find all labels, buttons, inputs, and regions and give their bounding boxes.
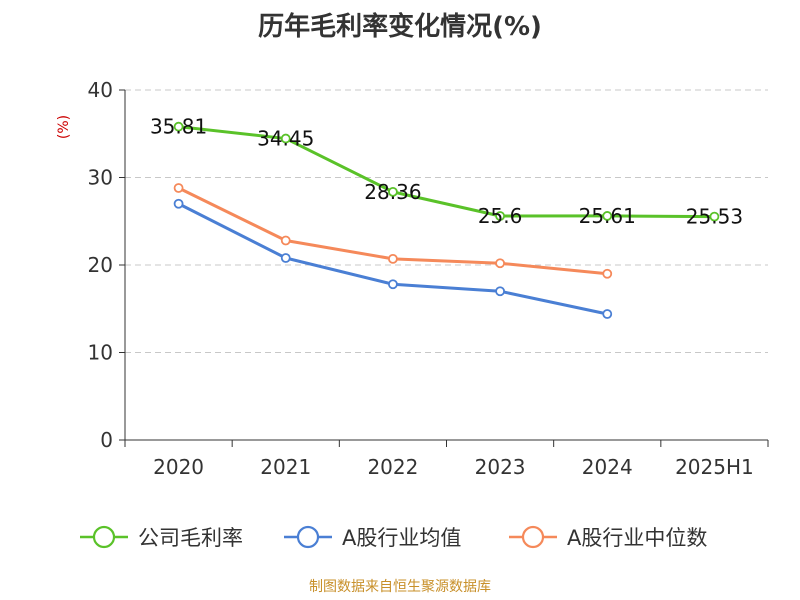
series-lines [173,121,720,319]
legend-label: A股行业均值 [342,526,461,550]
y-tick-label: 40 [88,78,113,102]
grid-lines [125,89,768,353]
y-tick-label: 0 [100,428,113,452]
legend-item: A股行业均值 [284,525,461,550]
legend-marker-icon [92,525,116,549]
data-point [602,309,613,319]
data-point [173,121,184,132]
data-point [173,183,184,193]
x-tick-label: 2020 [153,455,204,479]
source-note: 制图数据来自恒生聚源数据库 [309,579,491,595]
data-point [388,186,398,197]
x-tick-label: 2025H1 [675,455,754,479]
data-point [388,253,398,264]
series-line [178,125,715,219]
chart-title: 历年毛利率变化情况(%) [258,12,542,42]
data-point [280,133,291,144]
data-point [602,211,613,221]
y-axis-label: (%) [56,115,72,139]
legend-item: A股行业中位数 [509,525,707,550]
data-point [388,279,398,290]
axes: 0 10 20 30 40 2020 2021 2022 2023 2024 2025H1 [88,78,769,479]
data-label: 25.53 [686,205,743,229]
x-tick-label: 2023 [475,455,526,479]
data-labels: 35.81 34.45 28.36 25.6 25.61 25.53 [150,115,743,229]
y-tick-label: 10 [88,341,113,365]
data-label: 34.45 [257,127,314,151]
data-point [280,253,291,263]
data-label: 25.6 [478,204,523,228]
data-point [495,211,505,221]
line-chart: 0 10 20 30 40 2020 2021 2022 2023 2024 2025H1 35.8… [56,78,769,550]
legend-label: A股行业中位数 [567,526,707,550]
y-tick-label: 30 [88,166,113,190]
x-tick-label: 2024 [582,455,633,479]
x-tick-label: 2021 [260,455,311,479]
legend-marker-icon [521,525,545,549]
data-point [495,258,505,269]
legend-label: 公司毛利率 [138,526,243,550]
data-point [280,235,291,246]
x-tick-label: 2022 [367,455,418,479]
data-point [495,286,505,297]
data-point [602,268,613,279]
data-label: 28.36 [364,180,421,204]
data-point [709,211,720,222]
legend: 公司毛利率 A股行业均值 A股行业中位数 [80,525,707,550]
data-label: 25.61 [579,204,636,228]
data-point [173,198,184,209]
y-tick-label: 20 [88,253,113,277]
legend-marker-icon [296,525,320,549]
data-label: 35.81 [150,115,207,139]
legend-item: 公司毛利率 [80,525,243,550]
